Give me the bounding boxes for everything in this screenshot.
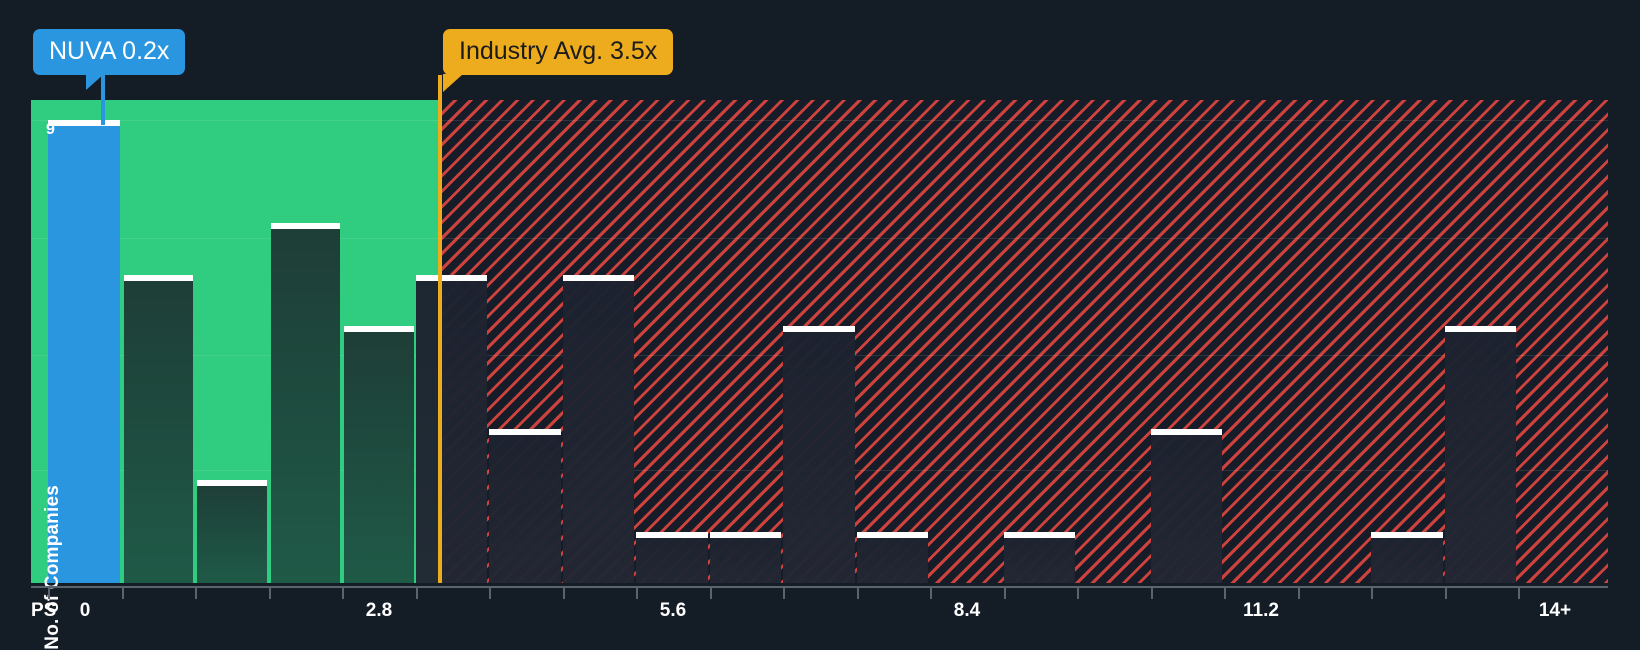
x-axis-tick bbox=[1004, 588, 1006, 599]
x-axis-unit-label: PS bbox=[31, 600, 57, 621]
gridline-0 bbox=[31, 120, 1608, 121]
x-axis-tick bbox=[1445, 588, 1447, 599]
histogram-bar[interactable] bbox=[562, 275, 634, 583]
histogram-bar[interactable] bbox=[783, 326, 855, 583]
bar-cap bbox=[709, 532, 781, 538]
gridline-1 bbox=[31, 238, 1608, 239]
bar-body bbox=[197, 480, 267, 583]
histogram-bar[interactable] bbox=[489, 429, 561, 583]
bar-cap bbox=[636, 532, 708, 538]
bar-cap bbox=[197, 480, 267, 486]
x-axis-tick bbox=[269, 588, 271, 599]
x-axis-tick bbox=[1518, 588, 1520, 599]
x-axis-tick bbox=[1298, 588, 1300, 599]
bar-body bbox=[709, 532, 781, 583]
bar-body bbox=[1003, 532, 1075, 583]
x-axis-tick bbox=[342, 588, 344, 599]
histogram-bar[interactable] bbox=[195, 480, 267, 583]
bar-cap bbox=[123, 275, 193, 281]
histogram-bar[interactable] bbox=[1371, 532, 1443, 583]
bar-cap bbox=[562, 275, 634, 281]
histogram-bar[interactable] bbox=[1003, 532, 1075, 583]
industry-average-line bbox=[438, 75, 442, 583]
company-callout[interactable]: NUVA 0.2x bbox=[33, 29, 186, 76]
bar-cap bbox=[1444, 326, 1516, 332]
bar-cap bbox=[489, 429, 561, 435]
histogram-bar[interactable] bbox=[856, 532, 928, 583]
bar-body bbox=[1444, 326, 1516, 583]
x-axis-tick bbox=[710, 588, 712, 599]
industry-callout-tail bbox=[443, 74, 463, 92]
bar-body bbox=[344, 326, 414, 583]
x-axis-tick-label: 0 bbox=[79, 600, 91, 621]
company-callout-tail bbox=[86, 74, 104, 90]
histogram-bar[interactable] bbox=[269, 223, 340, 583]
x-axis-tick bbox=[857, 588, 859, 599]
histogram-bar[interactable] bbox=[636, 532, 708, 583]
x-axis-tick bbox=[1077, 588, 1079, 599]
bar-body bbox=[636, 532, 708, 583]
overvalued-band bbox=[440, 100, 1608, 583]
bar-body bbox=[562, 275, 634, 583]
bar-body bbox=[415, 275, 487, 583]
bar-cap bbox=[1371, 532, 1443, 538]
bar-body bbox=[1150, 429, 1222, 583]
bar-cap bbox=[48, 120, 120, 126]
bar-body bbox=[489, 429, 561, 583]
y-axis-max-label: 9 bbox=[46, 121, 55, 138]
bar-body bbox=[856, 532, 928, 583]
x-axis-tick bbox=[636, 588, 638, 599]
company-callout-label: NUVA 0.2x bbox=[49, 37, 170, 65]
bar-body bbox=[1371, 532, 1443, 583]
x-axis-tick bbox=[1224, 588, 1226, 599]
x-axis-tick bbox=[195, 588, 197, 599]
bar-cap bbox=[270, 223, 340, 229]
industry-callout-label: Industry Avg. 3.5x bbox=[459, 37, 658, 65]
industry-callout[interactable]: Industry Avg. 3.5x bbox=[443, 29, 674, 76]
x-axis-tick bbox=[563, 588, 565, 599]
plot-area bbox=[31, 100, 1608, 583]
bar-cap bbox=[1150, 429, 1222, 435]
bar-body bbox=[48, 120, 120, 583]
bar-body bbox=[270, 223, 340, 583]
x-axis-tick-label: 11.2 bbox=[1243, 600, 1279, 621]
x-axis-tick-label: 8.4 bbox=[953, 600, 981, 621]
x-axis-tick-label: 5.6 bbox=[659, 600, 687, 621]
histogram-bar[interactable] bbox=[122, 275, 193, 583]
bar-cap bbox=[856, 532, 928, 538]
bar-cap bbox=[415, 275, 487, 281]
x-axis-tick-label: 2.8 bbox=[365, 600, 393, 621]
x-axis-tick bbox=[489, 588, 491, 599]
histogram-bar[interactable] bbox=[1150, 429, 1222, 583]
x-axis-tick bbox=[122, 588, 124, 599]
y-axis-label: No. of Companies bbox=[42, 485, 63, 650]
histogram-bar[interactable] bbox=[709, 532, 781, 583]
company-bar[interactable] bbox=[48, 120, 120, 583]
histogram-bar[interactable] bbox=[342, 326, 414, 583]
histogram-bar[interactable] bbox=[415, 275, 487, 583]
bar-body bbox=[783, 326, 855, 583]
x-axis-tick bbox=[783, 588, 785, 599]
bar-body bbox=[123, 275, 193, 583]
company-marker-line bbox=[101, 75, 105, 125]
bar-cap bbox=[344, 326, 414, 332]
x-axis-tick bbox=[1151, 588, 1153, 599]
histogram-bar[interactable] bbox=[1444, 326, 1516, 583]
x-axis-tick bbox=[1371, 588, 1373, 599]
x-axis-tick bbox=[48, 588, 50, 599]
x-axis-line bbox=[31, 586, 1608, 588]
x-axis-tick bbox=[930, 588, 932, 599]
x-axis-tick bbox=[416, 588, 418, 599]
bar-cap bbox=[783, 326, 855, 332]
bar-cap bbox=[1003, 532, 1075, 538]
x-axis-tick-label: 14+ bbox=[1538, 600, 1572, 621]
